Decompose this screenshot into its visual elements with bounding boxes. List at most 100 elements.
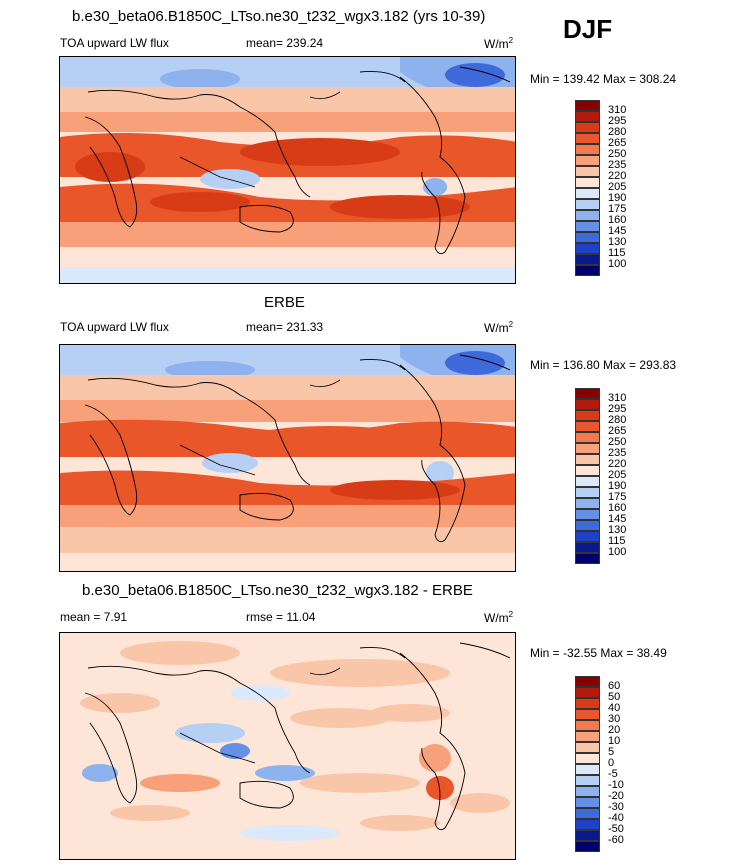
colorbar-swatch [575,709,600,720]
colorbar-swatch [575,808,600,819]
panel3-map-field [60,633,515,859]
colorbar-swatch [575,509,600,520]
panel3-units-sup: 2 [508,610,514,619]
colorbar-tick-label: 60 [608,680,621,692]
colorbar-tick-label: 220 [608,458,627,470]
colorbar-tick-label: 280 [608,126,627,138]
colorbar-swatch [575,742,600,753]
colorbar-swatch [575,764,600,775]
colorbar-tick-label: 30 [608,713,621,725]
colorbar-tick-label: 160 [608,502,627,514]
panel1-variable-label: TOA upward LW flux [60,36,169,50]
colorbar-tick-label: 40 [608,702,621,714]
colorbar-swatch [575,177,600,188]
colorbar-swatch [575,399,600,410]
colorbar-tick-label: -5 [608,768,618,780]
colorbar-swatch [575,830,600,841]
colorbar-swatch [575,432,600,443]
panel2-variable-label: TOA upward LW flux [60,320,169,334]
colorbar-swatch [575,676,600,687]
colorbar-swatch [575,254,600,265]
colorbar-swatch [575,410,600,421]
colorbar-tick-label: -20 [608,790,624,802]
colorbar-swatch [575,465,600,476]
colorbar-tick-label: 130 [608,524,627,536]
colorbar-swatch [575,498,600,509]
colorbar-swatch [575,687,600,698]
panel2-minmax: Min = 136.80 Max = 293.83 [530,358,677,372]
colorbar-swatch [575,443,600,454]
panel2-units-text: W/m [484,321,509,335]
panel3-map [59,632,516,860]
colorbar-tick-label: 235 [608,447,627,459]
colorbar-swatch [575,819,600,830]
panel1-title: b.e30_beta06.B1850C_LTso.ne30_t232_wgx3.… [72,8,486,25]
panel3-mean-label: mean = 7.91 [60,610,128,624]
panel2-units-sup: 2 [508,320,514,329]
colorbar-tick-label: -60 [608,834,624,846]
colorbar-tick-label: 205 [608,181,627,193]
colorbar-swatch [575,155,600,166]
colorbar-swatch [575,487,600,498]
colorbar-tick-label: 160 [608,214,627,226]
panel1-units-sup: 2 [508,36,514,45]
colorbar-tick-label: -10 [608,779,624,791]
season-label: DJF [563,14,613,44]
colorbar-swatch [575,421,600,432]
colorbar-tick-label: 190 [608,480,627,492]
panel1-units: W/m2 [484,36,513,51]
colorbar-tick-label: 295 [608,115,627,127]
colorbar-swatch [575,731,600,742]
colorbar-tick-label: 10 [608,735,621,747]
colorbar-swatch [575,100,600,111]
colorbar-tick-label: 145 [608,225,627,237]
colorbar-swatch [575,210,600,221]
panel2-map [59,344,516,572]
panel1-units-text: W/m [484,37,509,51]
colorbar-tick-label: 295 [608,403,627,415]
colorbar-tick-label: 175 [608,203,627,215]
colorbar-swatch [575,476,600,487]
colorbar-tick-label: -50 [608,823,624,835]
colorbar-swatch [575,542,600,553]
colorbar-swatch [575,388,600,399]
panel3-rmse-label: rmse = 11.04 [246,610,316,624]
colorbar-swatch [575,133,600,144]
colorbar-swatch [575,232,600,243]
colorbar-swatch [575,221,600,232]
colorbar-tick-label: 310 [608,392,627,404]
panel1-map-field [60,57,515,283]
panel3-minmax: Min = -32.55 Max = 38.49 [530,646,667,660]
colorbar-tick-label: 0 [608,757,615,769]
panel1-map [59,56,516,284]
panel2-mean-label: mean= 231.33 [246,320,324,334]
colorbar-swatch [575,797,600,808]
colorbar-tick-label: 5 [608,746,615,758]
colorbar-swatch [575,243,600,254]
colorbar-tick-label: 115 [608,535,626,547]
colorbar-tick-label: 265 [608,137,627,149]
panel1-mean-label: mean= 239.24 [246,36,324,50]
colorbar-swatch [575,698,600,709]
colorbar-tick-label: 190 [608,192,627,204]
colorbar-swatch [575,753,600,764]
colorbar-tick-label: 100 [608,258,627,270]
panel1-minmax: Min = 139.42 Max = 308.24 [530,72,677,86]
colorbar-tick-label: -40 [608,812,624,824]
colorbar-tick-label: 265 [608,425,627,437]
panel3-title: b.e30_beta06.B1850C_LTso.ne30_t232_wgx3.… [82,582,473,599]
colorbar-swatch [575,144,600,155]
colorbar-swatch [575,265,600,276]
colorbar-tick-label: 220 [608,170,627,182]
colorbar-tick-label: 280 [608,414,627,426]
colorbar-tick-label: 235 [608,159,627,171]
panel3-units: W/m2 [484,610,513,625]
colorbar-tick-label: 175 [608,491,627,503]
panel3-units-text: W/m [484,611,509,625]
colorbar-swatch [575,841,600,852]
colorbar-swatch [575,775,600,786]
colorbar-tick-label: 250 [608,436,627,448]
colorbar-swatch [575,520,600,531]
colorbar-tick-label: 115 [608,247,626,259]
colorbar-tick-label: 130 [608,236,627,248]
